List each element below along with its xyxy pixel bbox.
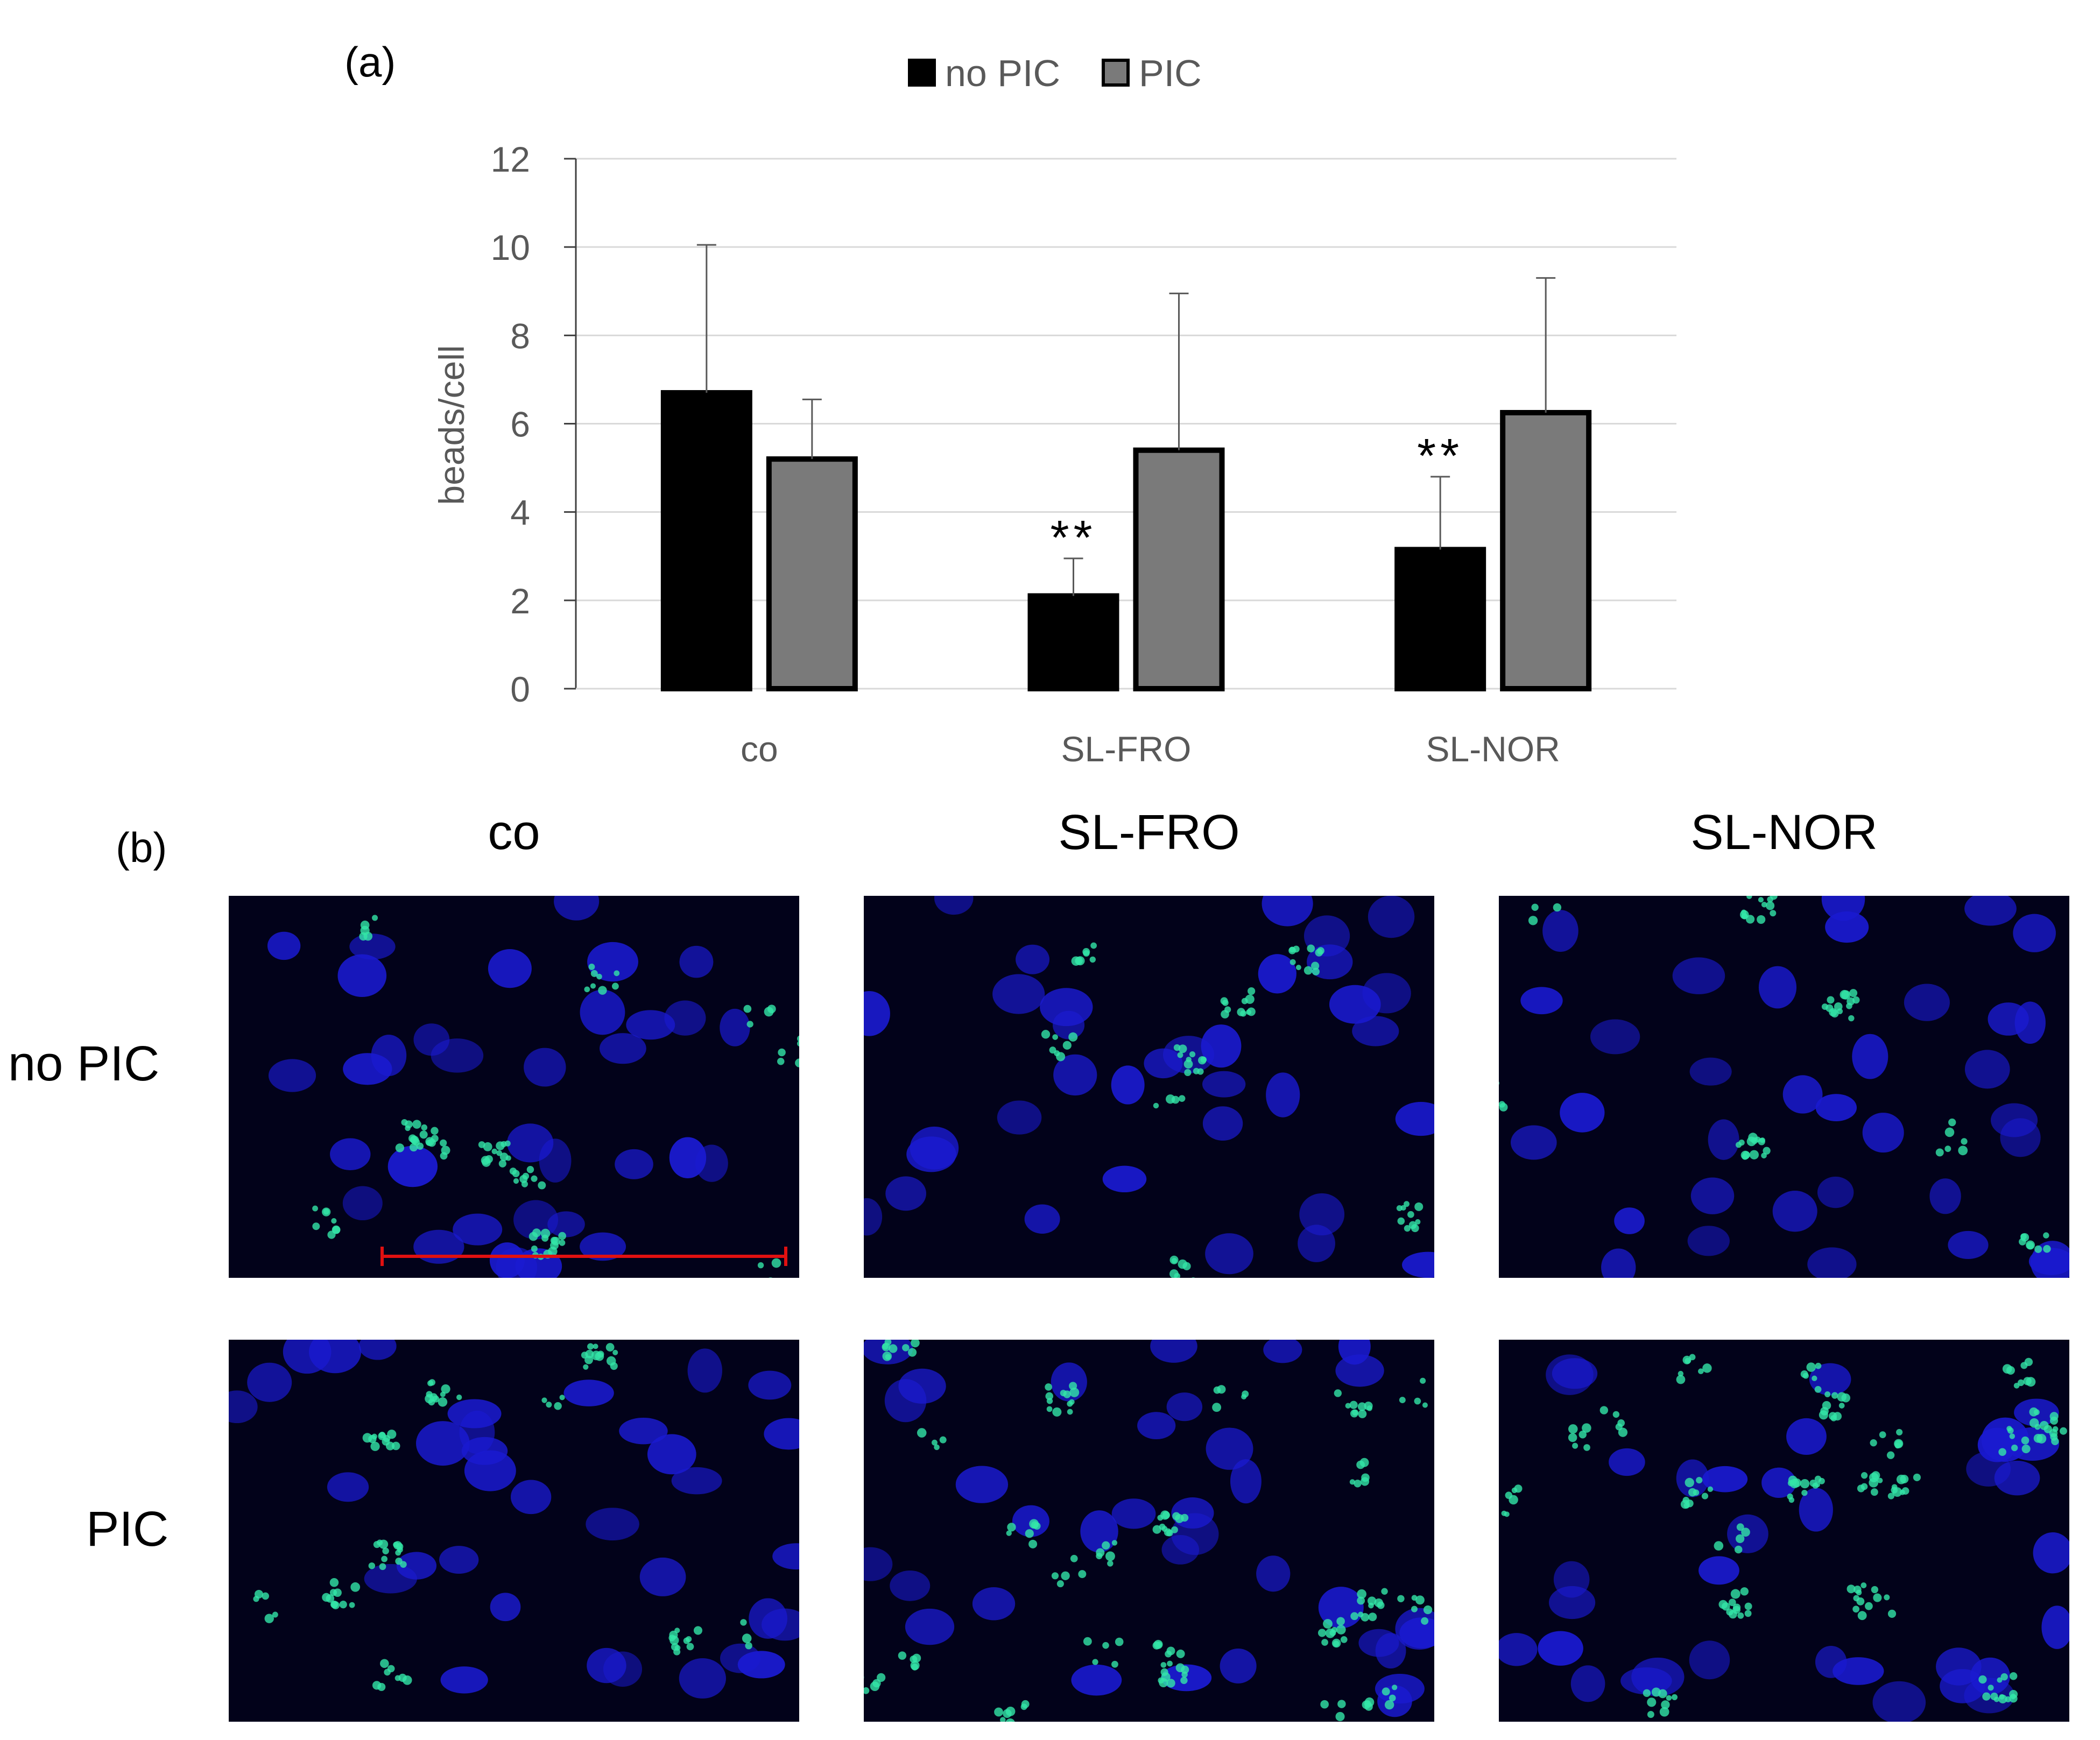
row-heading-no-pic: no PIC	[8, 1036, 160, 1091]
legend-label: PIC	[1139, 52, 1202, 94]
bar-chart: 0 2 4 6 8 10 12 beads/cell co ** SL-FRO ** SL-NOR no …	[432, 52, 1676, 769]
legend-swatch	[908, 59, 936, 87]
micrograph-sl-nor-pic	[1499, 1340, 2069, 1722]
bar-sl-nor-no-pic	[1394, 547, 1486, 691]
micrograph-sl-nor-no-pic	[1499, 896, 2069, 1278]
y-tick-label: 6	[510, 405, 530, 444]
micrograph-co-pic	[229, 1340, 799, 1722]
x-tick-label: SL-NOR	[1426, 729, 1560, 769]
panel-b-label: (b)	[116, 824, 167, 871]
x-tick-label: co	[741, 729, 778, 769]
bar-co-no-pic	[660, 390, 752, 691]
row-heading-pic: PIC	[86, 1502, 169, 1557]
y-axis-label: beads/cell	[432, 345, 471, 505]
micrograph-sl-fro-pic	[864, 1340, 1434, 1722]
bar-sl-nor-pic	[1500, 409, 1592, 691]
y-tick-label: 0	[510, 669, 530, 709]
panel-a-label: (a)	[344, 38, 396, 86]
y-tick-label: 8	[510, 316, 530, 356]
y-tick-label: 10	[491, 228, 530, 267]
micrograph-co-no-pic	[229, 896, 799, 1278]
column-heading-sl-fro: SL-FRO	[1058, 805, 1240, 860]
column-heading-sl-nor: SL-NOR	[1690, 805, 1878, 860]
bar-sl-fro-pic	[1133, 447, 1225, 691]
scale-bar	[380, 1247, 787, 1266]
legend-swatch	[1102, 59, 1130, 87]
y-tick-label: 12	[491, 139, 530, 179]
bar-co-pic	[766, 456, 858, 692]
column-heading-co: co	[488, 805, 540, 860]
significance-marker: **	[1050, 511, 1096, 565]
y-tick-label: 2	[510, 581, 530, 621]
legend-label: no PIC	[945, 52, 1060, 94]
bar-sl-fro-no-pic	[1027, 593, 1119, 691]
x-tick-label: SL-FRO	[1061, 729, 1191, 769]
significance-marker: **	[1417, 429, 1463, 483]
micrograph-sl-fro-no-pic	[864, 896, 1434, 1278]
y-tick-label: 4	[510, 493, 530, 533]
